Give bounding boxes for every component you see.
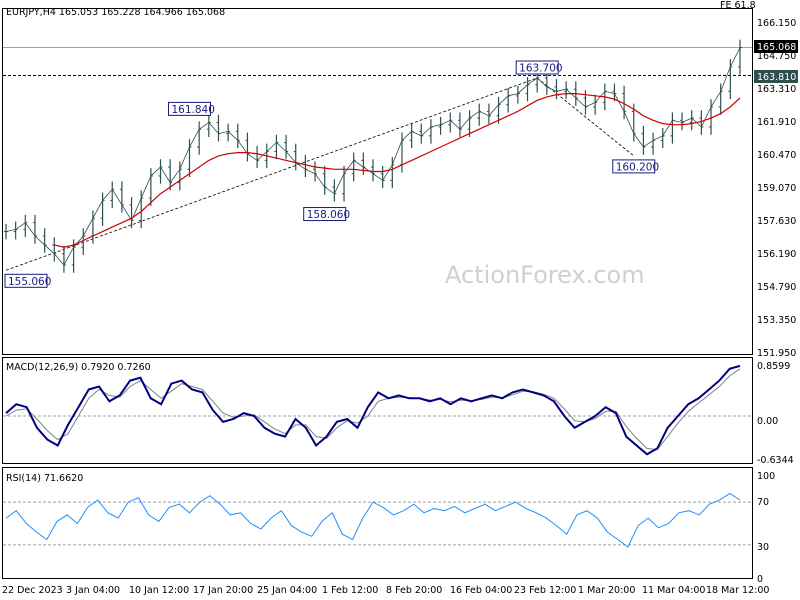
rsi-y-tick: 30 xyxy=(757,542,769,553)
price-y-tick: 157.630 xyxy=(757,216,796,227)
annotation-box xyxy=(168,101,211,116)
annotation-label: 160.200 xyxy=(616,161,659,173)
macd-y-tick: 0.8599 xyxy=(757,361,790,372)
x-tick-label: 1 Mar 20:00 xyxy=(578,585,635,596)
fe-label: FE 61.8 xyxy=(720,0,756,11)
price-y-tick: 163.310 xyxy=(757,84,796,95)
annotation-label: 158.060 xyxy=(307,209,350,221)
price-y-tick: 153.350 xyxy=(757,315,796,326)
price-title: EURJPY,H4 165.053 165.228 164.966 165.06… xyxy=(6,7,225,18)
rsi-title: RSI(14) 71.6620 xyxy=(6,473,83,484)
price-y-tick: 151.950 xyxy=(757,348,796,359)
current-price-label: 165.068 xyxy=(757,42,796,53)
x-tick-label: 22 Dec 2023 xyxy=(2,585,63,596)
annotation-label: 161.840 xyxy=(172,104,215,116)
price-y-tick: 160.470 xyxy=(757,150,796,161)
annotation-box xyxy=(612,159,656,174)
watermark: ActionForex.com xyxy=(445,261,645,289)
annotation-box xyxy=(515,60,559,75)
x-tick-label: 8 Feb 20:00 xyxy=(386,585,442,596)
close-series-line xyxy=(5,47,741,266)
level-box xyxy=(754,70,798,83)
level-label: 163.810 xyxy=(757,72,796,83)
x-tick-label: 18 Mar 12:00 xyxy=(706,585,769,596)
x-tick-label: 23 Feb 12:00 xyxy=(514,585,576,596)
rsi-y-tick: 0 xyxy=(757,574,763,585)
price-y-tick: 166.150 xyxy=(757,18,796,29)
x-tick-label: 16 Feb 04:00 xyxy=(450,585,512,596)
price-y-tick: 156.190 xyxy=(757,249,796,260)
price-y-tick: 159.070 xyxy=(757,183,796,194)
current-price-box xyxy=(754,40,798,53)
macd-signal-line xyxy=(5,368,741,451)
rsi-y-tick: 70 xyxy=(757,497,769,508)
annotation-box xyxy=(303,207,347,222)
macd-title: MACD(12,26,9) 0.7920 0.7260 xyxy=(6,362,151,373)
x-axis: 22 Dec 2023 3 Jan 04:00 10 Jan 12:00 17 … xyxy=(2,585,769,596)
price-pane xyxy=(2,8,753,355)
macd-y-tick: -0.6344 xyxy=(757,455,794,466)
x-tick-label: 11 Mar 04:00 xyxy=(642,585,705,596)
macd-line xyxy=(5,364,741,456)
rsi-pane xyxy=(2,467,753,579)
x-tick-label: 10 Jan 12:00 xyxy=(129,585,189,596)
rsi-line xyxy=(5,492,741,548)
x-tick-label: 25 Jan 04:00 xyxy=(257,585,317,596)
x-tick-label: 3 Jan 04:00 xyxy=(66,585,120,596)
annotation-label: 155.060 xyxy=(8,276,51,288)
x-tick-label: 1 Feb 12:00 xyxy=(322,585,378,596)
moving-average-line xyxy=(54,93,741,248)
price-y-tick: 154.790 xyxy=(757,282,796,293)
trendline xyxy=(536,77,635,157)
x-tick-label: 17 Jan 20:00 xyxy=(193,585,253,596)
price-y-ticks: 166.150 164.750 163.310 161.910 160.470 … xyxy=(757,18,796,359)
price-y-tick: 161.910 xyxy=(757,117,796,128)
annotation-box xyxy=(4,273,48,288)
macd-y-tick: 0.00 xyxy=(757,416,778,427)
rsi-y-tick: 100 xyxy=(757,471,775,482)
price-y-tick: 164.750 xyxy=(757,51,796,62)
macd-pane xyxy=(2,357,753,464)
trendline xyxy=(5,77,538,271)
annotation-label: 163.700 xyxy=(519,63,562,75)
